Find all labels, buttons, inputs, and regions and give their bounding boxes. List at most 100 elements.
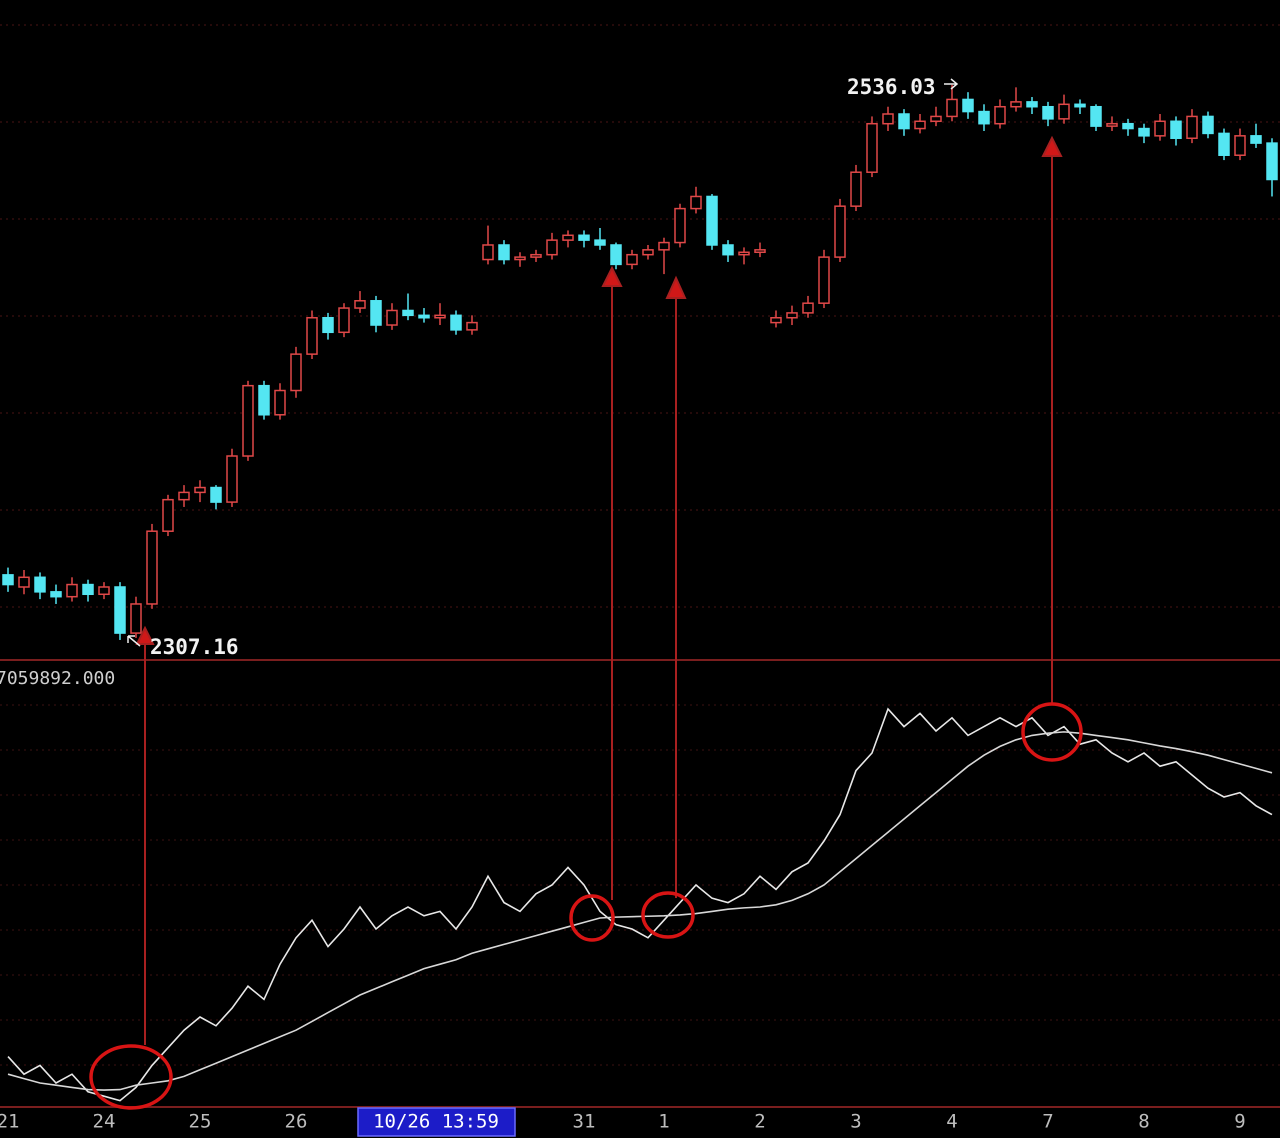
x-tick-label: 1 bbox=[658, 1111, 669, 1133]
candle-body bbox=[546, 239, 558, 256]
indicator-line bbox=[7, 731, 1273, 1091]
candle-body bbox=[162, 498, 174, 532]
candle-body bbox=[434, 314, 446, 319]
x-tick-label: 31 bbox=[573, 1111, 596, 1133]
circle bbox=[569, 894, 615, 942]
candle-body bbox=[946, 98, 958, 118]
candle-body bbox=[530, 253, 542, 258]
high-label: 2536.03 bbox=[847, 75, 936, 99]
candle-body bbox=[994, 105, 1006, 125]
candle-body bbox=[882, 113, 894, 125]
candle-body bbox=[402, 309, 414, 317]
candle-body bbox=[834, 205, 846, 258]
candle-body bbox=[674, 207, 686, 244]
candle-body bbox=[578, 234, 590, 241]
candle-body bbox=[1042, 105, 1054, 120]
candle-body bbox=[754, 249, 766, 254]
marks bbox=[2, 84, 1278, 1102]
candle-body bbox=[306, 317, 318, 355]
candle-body bbox=[1090, 105, 1102, 127]
candle-body bbox=[98, 586, 110, 596]
candle-body bbox=[1234, 135, 1246, 156]
candle-body bbox=[50, 591, 62, 598]
candle-body bbox=[706, 195, 718, 246]
candle-body bbox=[194, 486, 206, 494]
candle-body bbox=[1218, 132, 1230, 156]
candle-body bbox=[290, 353, 302, 392]
x-tick-label: 8 bbox=[1138, 1111, 1149, 1133]
candle-body bbox=[1138, 127, 1150, 137]
candle-body bbox=[738, 251, 750, 256]
candle-body bbox=[418, 314, 430, 319]
candle-body bbox=[658, 241, 670, 251]
candle-body bbox=[1026, 101, 1038, 108]
low-pointer bbox=[127, 635, 141, 647]
candle-body bbox=[450, 314, 462, 331]
circle bbox=[641, 891, 695, 939]
candle-body bbox=[386, 309, 398, 326]
candle-body bbox=[690, 195, 702, 210]
x-tick-label: 26 bbox=[285, 1111, 308, 1133]
candle-body bbox=[626, 253, 638, 266]
candle-body bbox=[514, 256, 526, 261]
candle-body bbox=[146, 530, 158, 605]
candle-body bbox=[2, 574, 14, 586]
x-tick-label: 4 bbox=[946, 1111, 957, 1133]
candle-body bbox=[82, 583, 94, 596]
candle-body bbox=[482, 244, 494, 261]
candle-body bbox=[242, 384, 254, 457]
candle-body bbox=[1266, 142, 1278, 181]
candle-body bbox=[866, 122, 878, 173]
candle-body bbox=[770, 317, 782, 324]
candle-body bbox=[18, 576, 30, 588]
candle-body bbox=[498, 244, 510, 261]
x-tick-label: 7 bbox=[1042, 1111, 1053, 1133]
x-tick-label: 25 bbox=[189, 1111, 212, 1133]
candle-body bbox=[1170, 120, 1182, 140]
candle-body bbox=[338, 307, 350, 334]
x-tick-label: 9 bbox=[1234, 1111, 1245, 1133]
cursor-label: 10/26 13:59 bbox=[373, 1111, 499, 1133]
candle-body bbox=[818, 256, 830, 304]
indicator-line bbox=[7, 707, 1273, 1102]
candle-body bbox=[1202, 115, 1214, 135]
low-label: 2307.16 bbox=[150, 635, 239, 659]
candle-body bbox=[370, 300, 382, 326]
candle-body bbox=[610, 244, 622, 266]
circle bbox=[89, 1044, 173, 1110]
cross-circles bbox=[89, 702, 1083, 1110]
candle-body bbox=[1058, 103, 1070, 120]
candle-body bbox=[274, 389, 286, 416]
candle-body bbox=[1122, 122, 1134, 130]
candle-body bbox=[322, 317, 334, 334]
x-tick-label: 24 bbox=[93, 1111, 116, 1133]
x-tick-label: 2 bbox=[754, 1111, 765, 1133]
candle-body bbox=[226, 455, 238, 503]
signal-arrows bbox=[135, 135, 1063, 1045]
candle-body bbox=[1074, 103, 1086, 108]
candle-body bbox=[1106, 122, 1118, 127]
arrow-head bbox=[1041, 135, 1063, 157]
candle-body bbox=[130, 603, 142, 634]
candle-body bbox=[978, 110, 990, 125]
arrow-head bbox=[601, 265, 623, 287]
candle-body bbox=[178, 491, 190, 501]
candle-body bbox=[210, 486, 222, 503]
candle-body bbox=[354, 300, 366, 309]
candle-body bbox=[1010, 101, 1022, 108]
candle-body bbox=[1186, 115, 1198, 140]
candle-body bbox=[930, 115, 942, 123]
candle-body bbox=[786, 312, 798, 319]
candle-body bbox=[66, 583, 78, 598]
x-tick-label: 21 bbox=[0, 1111, 19, 1133]
x-tick-label: 3 bbox=[850, 1111, 861, 1133]
candle-body bbox=[1154, 120, 1166, 137]
candle-body bbox=[114, 586, 126, 634]
candle-body bbox=[562, 234, 574, 241]
arrow-head bbox=[665, 275, 687, 299]
candle-body bbox=[466, 321, 478, 331]
candle-body bbox=[802, 302, 814, 314]
candle-body bbox=[914, 120, 926, 130]
